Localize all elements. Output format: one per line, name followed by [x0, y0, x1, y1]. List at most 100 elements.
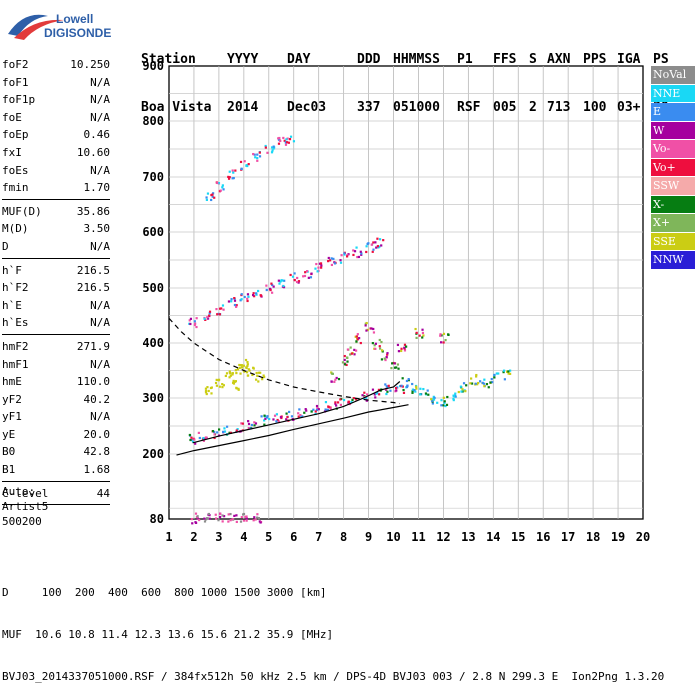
data-point: [403, 343, 407, 346]
data-point: [374, 396, 377, 399]
data-point: [245, 515, 248, 518]
data-point: [316, 407, 319, 410]
param-row: B0 42.8: [2, 443, 110, 461]
param-value: 0.46: [83, 128, 111, 142]
data-point: [380, 358, 384, 361]
data-point: [212, 192, 215, 195]
data-point: [366, 328, 369, 331]
data-point: [302, 275, 305, 278]
data-point: [407, 377, 410, 381]
data-point: [342, 398, 346, 402]
data-point: [296, 276, 299, 280]
data-point: [305, 270, 309, 273]
data-point: [285, 141, 289, 144]
data-point: [355, 335, 358, 338]
data-point: [310, 410, 313, 413]
data-point: [401, 385, 404, 388]
data-point: [457, 390, 460, 394]
data-point: [277, 420, 281, 423]
x-tick-label: 4: [240, 530, 247, 544]
data-point: [443, 401, 446, 405]
header-value: 005: [493, 100, 517, 115]
data-point: [339, 259, 342, 262]
param-value: N/A: [90, 93, 110, 107]
data-point: [503, 378, 506, 381]
data-point: [272, 285, 275, 288]
data-point: [263, 423, 266, 426]
legend-entry: NNW: [651, 251, 695, 269]
chart-tick-labels: 1 2 3 4 5 6 7 8 9 10 11 12 13 14 15 16 17 18 19 20802003004…: [142, 59, 650, 544]
data-point: [218, 313, 221, 316]
data-point: [303, 274, 307, 278]
param-row: h`F 216.5: [2, 262, 110, 280]
data-point: [191, 440, 195, 443]
data-point: [242, 364, 245, 367]
data-point: [196, 515, 199, 518]
data-point: [240, 364, 243, 367]
point-cluster: [330, 321, 450, 383]
data-point: [244, 358, 248, 362]
chart-curves: [168, 317, 409, 456]
data-point: [239, 520, 243, 523]
header-label: HHMMSS: [393, 52, 440, 67]
data-point: [227, 175, 230, 179]
data-point: [206, 316, 209, 319]
data-point: [277, 138, 281, 141]
data-point: [378, 338, 381, 342]
data-point: [219, 189, 222, 192]
param-row: h`E N/A: [2, 297, 110, 315]
data-point: [259, 294, 263, 297]
data-point: [447, 333, 450, 337]
header-value: 2014: [227, 100, 259, 115]
data-point: [343, 363, 347, 366]
data-point: [210, 392, 213, 395]
param-value: 42.8: [83, 445, 111, 459]
data-point: [422, 334, 425, 337]
data-point: [334, 378, 337, 381]
data-point: [198, 518, 201, 522]
data-point: [422, 387, 425, 391]
data-point: [411, 388, 414, 391]
data-point: [327, 260, 330, 263]
data-point: [509, 369, 512, 372]
data-point: [375, 392, 378, 395]
data-point: [411, 391, 414, 394]
data-point: [223, 427, 226, 430]
data-point: [231, 177, 234, 180]
data-point: [452, 395, 456, 398]
data-point: [327, 405, 330, 409]
data-point: [483, 378, 486, 381]
data-point: [396, 386, 399, 389]
data-point: [314, 267, 317, 270]
y-tick-label: 300: [142, 391, 164, 405]
data-point: [233, 514, 236, 517]
data-point: [506, 370, 509, 373]
data-point: [253, 516, 256, 519]
data-point: [320, 264, 323, 267]
data-point: [240, 516, 243, 519]
data-point: [339, 398, 342, 401]
data-point: [208, 312, 211, 315]
data-point: [205, 198, 209, 201]
param-value: 216.5: [76, 281, 110, 295]
data-point: [436, 401, 439, 404]
x-tick-label: 10: [386, 530, 400, 544]
param-row: yE 20.0: [2, 426, 110, 444]
data-point: [292, 140, 296, 143]
data-point: [392, 361, 395, 365]
data-point: [272, 418, 275, 421]
data-point: [474, 382, 477, 385]
data-point: [262, 374, 265, 377]
data-point: [221, 383, 224, 386]
data-point: [257, 371, 260, 374]
data-point: [254, 422, 258, 425]
data-point: [309, 276, 313, 279]
data-point: [485, 383, 489, 386]
x-tick-label: 15: [511, 530, 525, 544]
data-point: [333, 380, 336, 383]
data-point: [305, 409, 308, 412]
data-point: [285, 418, 288, 421]
data-point: [353, 348, 356, 351]
logo-text-bottom: DIGISONDE: [44, 26, 112, 40]
data-point: [440, 399, 443, 402]
